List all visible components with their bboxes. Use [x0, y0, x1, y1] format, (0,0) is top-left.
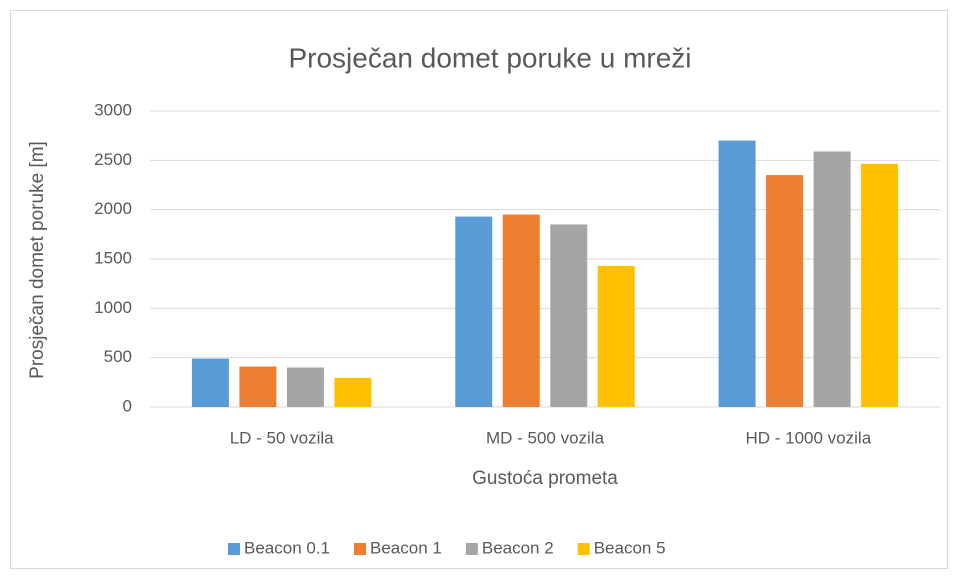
x-tick-label: HD - 1000 vozila	[745, 428, 871, 447]
bar	[861, 163, 899, 407]
legend-label: Beacon 5	[594, 538, 666, 557]
y-tick-label: 500	[104, 347, 132, 366]
y-tick-label: 2000	[94, 199, 132, 218]
legend-swatch	[228, 543, 240, 555]
legend-swatch	[465, 543, 478, 555]
y-tick-label: 2500	[94, 150, 132, 169]
legend-swatch	[354, 543, 367, 555]
bar	[334, 377, 372, 407]
legend-swatch	[577, 543, 590, 555]
y-axis-title: Prosječan domet poruke [m]	[27, 141, 48, 379]
x-axis-title: Gustoća prometa	[472, 468, 618, 489]
bar	[813, 151, 851, 407]
y-tick-label: 1500	[94, 248, 132, 267]
bar	[766, 175, 804, 407]
chart-title: Prosječan domet poruke u mreži	[288, 42, 691, 73]
bar	[550, 224, 588, 407]
bar	[502, 214, 540, 407]
legend-label: Beacon 0.1	[244, 538, 330, 557]
bar	[597, 265, 635, 407]
bar	[286, 367, 324, 407]
legend-label: Beacon 1	[370, 538, 442, 557]
bar	[718, 140, 756, 407]
x-tick-label: MD - 500 vozila	[486, 428, 605, 447]
bar	[239, 366, 277, 407]
bar	[455, 216, 493, 407]
y-tick-label: 0	[123, 396, 132, 415]
y-tick-label: 1000	[94, 298, 132, 317]
bar	[191, 358, 229, 407]
y-tick-label: 3000	[94, 100, 132, 119]
x-tick-label: LD - 50 vozila	[230, 428, 334, 447]
legend-label: Beacon 2	[482, 538, 554, 557]
